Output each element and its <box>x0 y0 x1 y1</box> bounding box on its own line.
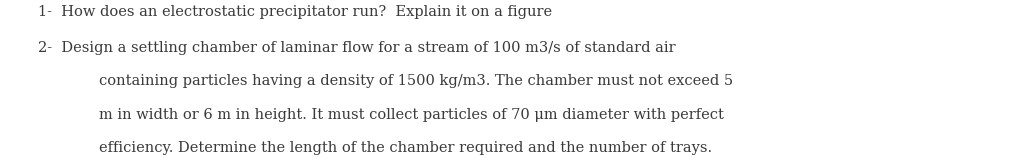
Text: efficiency. Determine the length of the chamber required and the number of trays: efficiency. Determine the length of the … <box>99 141 712 155</box>
Text: 1-  How does an electrostatic precipitator run?  Explain it on a figure: 1- How does an electrostatic precipitato… <box>38 5 553 19</box>
Text: containing particles having a density of 1500 kg/m3. The chamber must not exceed: containing particles having a density of… <box>99 74 733 88</box>
Text: 2-  Design a settling chamber of laminar flow for a stream of 100 m3/s of standa: 2- Design a settling chamber of laminar … <box>38 41 676 55</box>
Text: m in width or 6 m in height. It must collect particles of 70 μm diameter with pe: m in width or 6 m in height. It must col… <box>99 108 723 122</box>
